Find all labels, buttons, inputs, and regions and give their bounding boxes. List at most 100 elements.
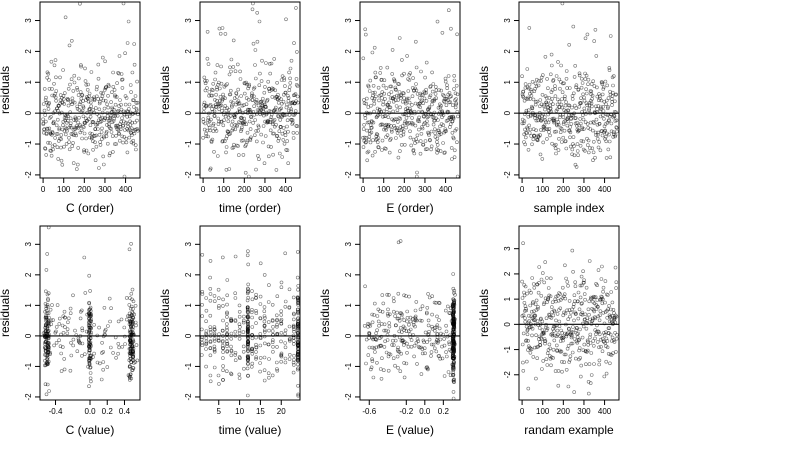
data-point xyxy=(370,359,375,363)
data-point xyxy=(80,353,84,358)
data-point xyxy=(574,328,579,333)
data-point xyxy=(50,303,54,307)
data-point xyxy=(225,344,229,349)
data-point xyxy=(452,310,456,315)
data-point xyxy=(294,77,299,81)
data-point xyxy=(267,109,272,113)
data-point xyxy=(528,325,532,329)
data-point xyxy=(270,329,275,333)
data-point xyxy=(557,77,562,82)
data-point xyxy=(285,93,290,98)
data-point xyxy=(557,324,562,329)
data-point xyxy=(410,94,415,98)
data-point xyxy=(79,64,83,69)
data-point xyxy=(435,340,440,345)
data-point xyxy=(553,142,558,147)
data-point xyxy=(66,97,71,102)
data-point xyxy=(134,147,138,152)
data-point xyxy=(569,122,574,126)
data-point xyxy=(258,332,263,336)
data-point xyxy=(552,309,557,314)
data-point xyxy=(390,72,395,76)
data-point xyxy=(427,337,432,342)
data-point xyxy=(132,312,136,317)
data-point xyxy=(574,106,579,110)
data-point xyxy=(573,280,578,285)
data-point xyxy=(279,101,284,106)
data-point xyxy=(597,318,602,323)
data-point xyxy=(557,319,562,324)
data-point xyxy=(231,126,235,131)
data-point xyxy=(413,308,418,313)
data-point xyxy=(66,119,70,123)
data-point xyxy=(51,318,55,322)
data-point xyxy=(65,98,70,102)
data-point xyxy=(229,372,234,377)
data-point xyxy=(250,307,254,312)
data-point xyxy=(208,340,213,344)
data-point xyxy=(66,114,70,118)
data-point xyxy=(405,106,410,110)
data-point xyxy=(406,89,411,93)
data-point xyxy=(286,161,291,165)
data-point xyxy=(97,166,101,170)
data-point xyxy=(210,137,215,142)
data-point xyxy=(595,304,600,309)
data-point xyxy=(591,343,596,348)
data-point xyxy=(422,340,426,344)
data-point xyxy=(567,299,572,303)
data-point xyxy=(615,129,619,134)
data-point xyxy=(127,358,132,363)
data-point xyxy=(569,341,574,346)
data-point xyxy=(200,292,205,296)
data-point xyxy=(295,325,300,330)
data-point xyxy=(120,344,125,349)
data-point xyxy=(582,95,586,100)
data-point xyxy=(58,75,62,80)
data-point xyxy=(212,349,217,354)
x-tick-label: 300 xyxy=(418,185,432,194)
data-point xyxy=(400,338,405,342)
data-point xyxy=(92,98,97,103)
data-point xyxy=(438,337,443,342)
data-point xyxy=(270,338,275,342)
x-tick-label: 0 xyxy=(520,185,525,194)
data-point xyxy=(455,32,459,37)
data-point xyxy=(246,342,250,347)
x-tick-label: 20 xyxy=(277,407,286,416)
data-point xyxy=(564,100,568,104)
data-point xyxy=(283,90,288,95)
data-point xyxy=(242,120,247,124)
data-point xyxy=(128,306,133,311)
data-point xyxy=(258,294,263,299)
data-point xyxy=(242,318,246,323)
data-point xyxy=(432,99,437,103)
y-tick-label: 0 xyxy=(503,322,512,327)
data-point xyxy=(362,101,367,105)
data-point xyxy=(547,342,552,347)
data-point xyxy=(237,376,242,380)
x-tick-label: 100 xyxy=(536,185,550,194)
data-point xyxy=(606,351,611,356)
data-point xyxy=(393,87,398,92)
data-point xyxy=(381,368,386,373)
data-point xyxy=(415,337,420,341)
data-point xyxy=(62,357,66,361)
data-point xyxy=(111,70,115,75)
data-point xyxy=(262,319,267,324)
data-point xyxy=(580,301,584,306)
data-point xyxy=(262,102,267,107)
data-point xyxy=(451,305,456,310)
data-point xyxy=(578,374,583,379)
data-point xyxy=(110,90,114,94)
y-tick-label: -1 xyxy=(344,362,353,370)
data-point xyxy=(363,284,367,289)
data-point xyxy=(78,341,82,346)
data-point xyxy=(287,287,292,292)
data-point xyxy=(543,54,548,59)
data-point xyxy=(119,107,124,112)
data-point xyxy=(83,291,88,295)
data-point xyxy=(396,345,400,350)
data-point xyxy=(287,352,292,357)
data-point xyxy=(613,265,618,270)
